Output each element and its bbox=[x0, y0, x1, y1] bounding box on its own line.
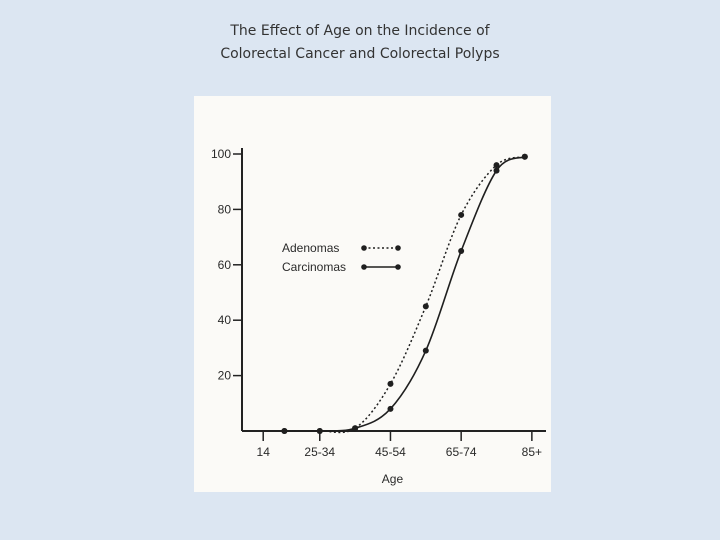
data-point-carcinomas bbox=[316, 428, 323, 434]
data-point-adenomas bbox=[422, 303, 429, 310]
data-point-carcinomas bbox=[281, 428, 288, 434]
y-tick-label: 60 bbox=[218, 258, 232, 272]
x-axis-title: Age bbox=[382, 472, 404, 486]
y-tick-label: 80 bbox=[218, 202, 232, 216]
data-point-carcinomas bbox=[352, 425, 359, 432]
data-point-adenomas bbox=[387, 380, 394, 387]
data-point-adenomas bbox=[493, 162, 500, 169]
legend-swatch-marker bbox=[361, 245, 367, 251]
x-tick-label: 85+ bbox=[522, 445, 542, 459]
data-point-carcinomas bbox=[521, 153, 528, 160]
x-tick-label: 45-54 bbox=[375, 445, 406, 459]
data-point-carcinomas bbox=[493, 167, 500, 174]
data-point-adenomas bbox=[458, 211, 465, 218]
y-tick-label: 20 bbox=[218, 369, 232, 383]
data-point-carcinomas bbox=[422, 347, 429, 354]
series-line-carcinomas bbox=[284, 156, 526, 433]
series-adenomas bbox=[281, 153, 528, 434]
legend-label-adenomas: Adenomas bbox=[282, 241, 339, 255]
x-tick-label: 65-74 bbox=[446, 445, 477, 459]
y-tick-label: 100 bbox=[211, 147, 231, 161]
line-chart: 20 40 60 80 100 14 25-34 45-54 65-74 85+ Age Ade… bbox=[211, 147, 546, 486]
x-tick-label: 14 bbox=[257, 445, 271, 459]
data-point-carcinomas bbox=[387, 405, 394, 412]
slide-title: The Effect of Age on the Incidence of Co… bbox=[0, 20, 720, 66]
slide-title-line-1: The Effect of Age on the Incidence of bbox=[230, 23, 490, 39]
chart-legend: Adenomas Carcinomas bbox=[282, 241, 401, 274]
legend-swatch-marker bbox=[361, 264, 367, 270]
legend-label-carcinomas: Carcinomas bbox=[282, 260, 346, 274]
chart-axes bbox=[241, 148, 546, 432]
x-tick-label: 25-34 bbox=[304, 445, 335, 459]
data-point-carcinomas bbox=[458, 247, 465, 254]
y-tick-label: 40 bbox=[218, 313, 232, 327]
legend-swatch-marker bbox=[395, 245, 401, 251]
chart-figure: 20 40 60 80 100 14 25-34 45-54 65-74 85+ Age Ade… bbox=[194, 96, 551, 492]
slide-title-line-2: Colorectal Cancer and Colorectal Polyps bbox=[220, 46, 500, 62]
legend-swatch-marker bbox=[395, 264, 401, 270]
series-carcinomas bbox=[281, 153, 528, 434]
